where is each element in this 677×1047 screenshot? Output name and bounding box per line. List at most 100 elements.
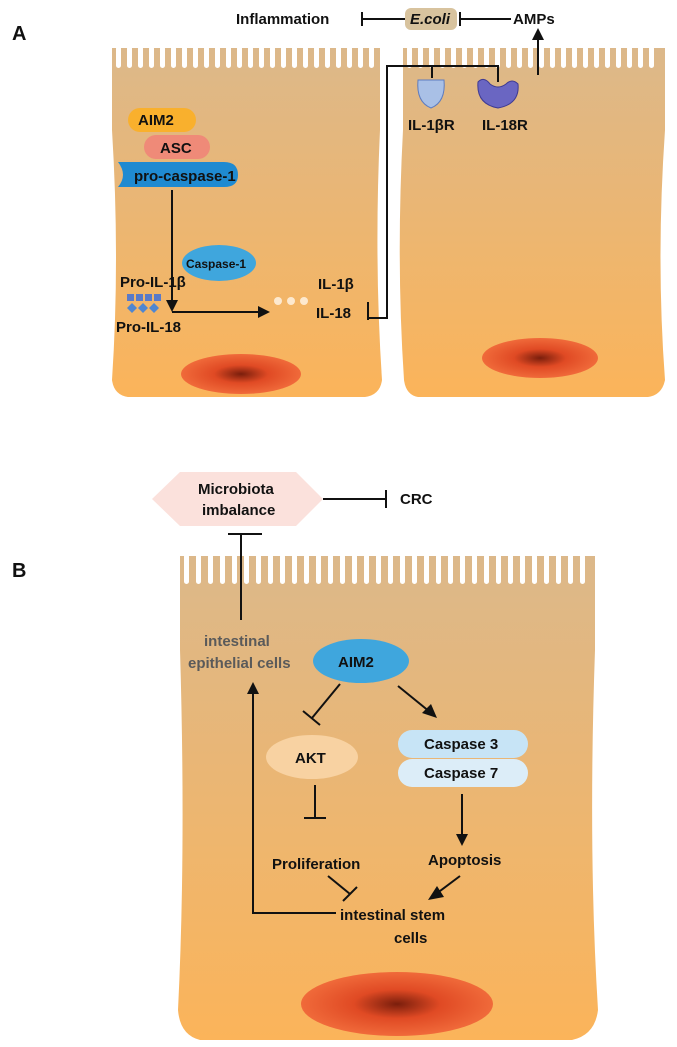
microvillus [407,46,412,68]
microvillus [352,554,357,584]
microvillus [268,554,273,584]
aim2-b-blob [313,639,409,683]
isc-line1: intestinal stem [340,907,445,924]
caspase7-label: Caspase 7 [424,765,498,782]
microvillus [292,46,297,68]
panel-b-label: B [12,560,26,582]
microvillus [220,554,225,584]
microvillus [358,46,363,68]
inflammation-label: Inflammation [236,11,329,28]
microbiota-line2: imbalance [202,502,275,519]
left-epithelial-cell [112,46,382,397]
microvillus [138,46,143,68]
microvillus [400,554,405,584]
microvillus [580,554,585,584]
aim2-caspase-line [397,685,431,713]
microvillus [369,46,374,68]
microvilli-right [407,46,654,68]
panel-a-label: A [12,23,26,45]
mature-dot [300,297,308,305]
caspase-1-blob [182,245,256,281]
microvillus [160,46,165,68]
isc-to-iec-line [252,692,336,914]
akt-inhibit-bar [302,710,321,726]
microvillus [528,46,533,68]
microvillus [171,46,176,68]
ecoli-badge [405,8,457,30]
nucleus-b [301,972,493,1036]
microvillus [215,46,220,68]
microvillus [259,46,264,68]
microvillus [448,554,453,584]
amps-label: AMPs [513,11,555,28]
pro-caspase-1-label: pro-caspase-1 [134,168,236,185]
microvillus [347,46,352,68]
microvillus [572,46,577,68]
microvillus [605,46,610,68]
microvillus [193,46,198,68]
microvillus [232,554,237,584]
aim2-label: AIM2 [138,112,174,129]
apoptosis-label: Apoptosis [428,852,501,869]
microvillus [436,554,441,584]
microvillus [484,46,489,68]
microvillus [314,46,319,68]
caspase7-blob [398,759,528,787]
microbiota-hexagon [152,472,323,526]
asc-blob [144,135,210,159]
right-epithelial-cell [399,46,665,397]
aim2-blob [128,108,196,132]
isc-inhibit-bar [342,886,358,902]
microvillus [484,554,489,584]
microvillus [544,554,549,584]
microvillus [472,554,477,584]
microvillus [517,46,522,68]
microvilli-b [184,554,585,584]
microvillus [208,554,213,584]
microvillus [248,46,253,68]
microvilli-left [116,46,374,68]
microvillus [292,554,297,584]
microvillus [550,46,555,68]
microvillus [256,554,261,584]
nucleus-right [482,338,598,378]
il18r-label: IL-18R [482,117,528,134]
microvillus [364,554,369,584]
microvillus [116,46,121,68]
crc-label: CRC [400,491,433,508]
microvillus [127,46,132,68]
aim2-caspase-head [422,704,437,718]
microvillus [532,554,537,584]
mature-dot [287,297,295,305]
caspase-1-label: Caspase-1 [186,257,246,271]
isc-line2: cells [394,930,427,947]
akt-label: AKT [295,750,326,767]
microvillus [451,46,456,68]
microvillus [303,46,308,68]
microvillus [328,554,333,584]
caspase-apoptosis-head [456,834,468,846]
iec-line1: intestinal [204,633,270,650]
microvillus [495,46,500,68]
iec-line2: epithelial cells [188,655,291,672]
microvillus [336,46,341,68]
microvillus [496,554,501,584]
microvillus [508,554,513,584]
isc-to-iec-head [247,682,259,694]
proliferation-label: Proliferation [272,856,360,873]
caspase3-label: Caspase 3 [424,736,498,753]
microvillus [418,46,423,68]
microvillus [638,46,643,68]
microvillus [594,46,599,68]
microvillus [506,46,511,68]
microvillus [325,46,330,68]
microvillus [304,554,309,584]
microvillus [376,554,381,584]
caspase3-blob [398,730,528,758]
microvillus [429,46,434,68]
microvillus [583,46,588,68]
microvillus [568,554,573,584]
maturation-arrow-head [258,306,270,318]
aim2-b-label: AIM2 [338,654,374,671]
